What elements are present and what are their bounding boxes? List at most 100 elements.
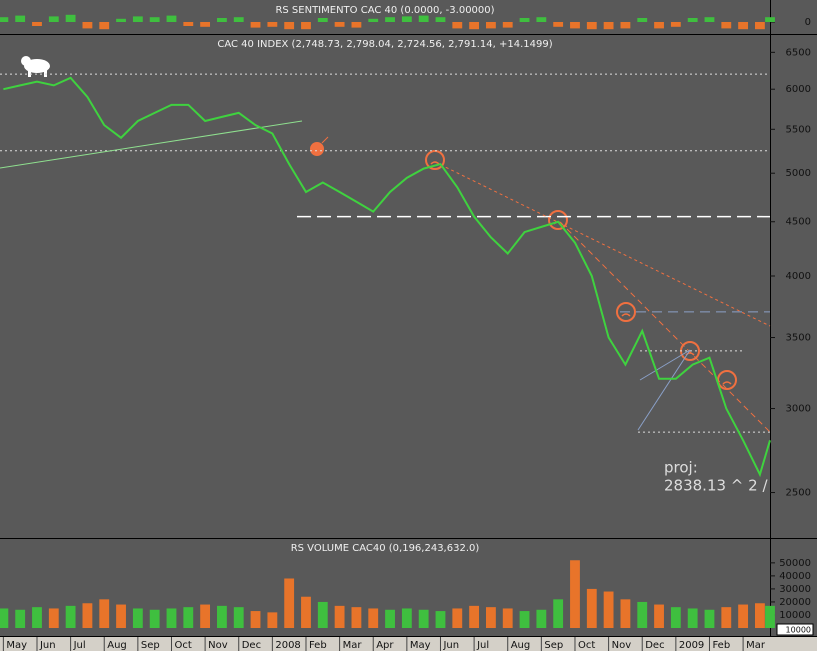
price-line xyxy=(3,76,771,478)
bar xyxy=(502,608,513,628)
bar xyxy=(670,22,681,27)
bar xyxy=(654,604,664,628)
y-tick-label: 20000 xyxy=(779,597,811,608)
bar xyxy=(116,18,126,22)
bar xyxy=(469,605,480,628)
bar xyxy=(351,607,362,628)
bar xyxy=(570,22,580,29)
x-tick-label: 2008 xyxy=(275,640,300,651)
x-tick-label: Jun xyxy=(442,640,459,651)
bar xyxy=(368,18,379,22)
bar xyxy=(132,16,143,22)
x-tick-label: Mar xyxy=(343,640,363,651)
x-tick-label: Oct xyxy=(578,640,595,651)
y-tick-label: 6500 xyxy=(786,47,811,58)
bar xyxy=(48,608,59,628)
bar xyxy=(200,22,211,27)
x-tick-label: Feb xyxy=(712,640,730,651)
bar xyxy=(738,22,749,30)
x-tick-label: Dec xyxy=(645,640,664,651)
bar xyxy=(284,578,295,628)
bar xyxy=(435,611,446,628)
bar xyxy=(0,17,9,22)
bar xyxy=(65,605,76,628)
bar xyxy=(754,603,765,628)
y-tick-label: 40000 xyxy=(779,571,811,582)
y-tick-label: 4000 xyxy=(786,271,811,282)
bear-icon xyxy=(21,56,50,77)
bar xyxy=(15,609,26,628)
bar xyxy=(99,599,110,628)
bar xyxy=(217,18,227,22)
bomb-icon xyxy=(310,136,329,156)
bar xyxy=(620,22,631,29)
date-axis-band xyxy=(0,637,817,651)
sad-face xyxy=(548,210,568,230)
annotation: 2838.13 ^ 2 / xyxy=(664,477,768,495)
bar xyxy=(401,16,412,22)
bar xyxy=(704,17,715,22)
bar xyxy=(166,608,177,628)
x-tick-label: Aug xyxy=(107,640,127,651)
y-tick-label: 6000 xyxy=(786,84,811,95)
sad-face-mouth xyxy=(621,313,631,317)
sad-face xyxy=(616,302,636,322)
bar xyxy=(721,607,732,628)
bar xyxy=(452,608,463,628)
bar xyxy=(217,605,227,628)
bar xyxy=(418,15,429,22)
x-tick-label: Mar xyxy=(746,640,766,651)
bar xyxy=(233,17,244,22)
x-tick-label: Nov xyxy=(612,640,632,651)
x-tick-label: Nov xyxy=(208,640,228,651)
bar xyxy=(385,609,395,628)
bar xyxy=(284,22,295,30)
bar xyxy=(183,22,194,26)
bar xyxy=(687,18,698,22)
bar xyxy=(32,607,42,628)
x-tick-label: May xyxy=(6,640,27,651)
y-tick-label: 4500 xyxy=(786,217,811,228)
bar xyxy=(654,22,664,29)
x-tick-label: Sep xyxy=(544,640,563,651)
bar xyxy=(754,22,765,30)
bar xyxy=(99,22,110,30)
sentiment-title: RS SENTIMENTO CAC 40 (0.0000, -3.00000) xyxy=(275,5,494,16)
bar xyxy=(317,601,328,628)
bar xyxy=(765,605,775,628)
bar xyxy=(132,608,143,628)
bar xyxy=(570,560,580,628)
y-tick-label: 5500 xyxy=(786,124,811,135)
bar xyxy=(418,609,429,628)
bar xyxy=(721,22,732,29)
bar xyxy=(334,22,345,27)
bar xyxy=(637,18,648,22)
bar xyxy=(183,607,194,628)
bar xyxy=(765,17,775,22)
bar xyxy=(435,17,446,22)
bar xyxy=(200,604,211,628)
bar xyxy=(687,608,698,628)
bar xyxy=(486,22,496,29)
unit-box xyxy=(776,623,814,636)
bar xyxy=(553,599,564,628)
x-tick-label: Feb xyxy=(309,640,327,651)
bar xyxy=(351,22,362,28)
y-tick-label: 10000 xyxy=(779,610,811,621)
bar xyxy=(502,22,513,28)
bar xyxy=(603,591,614,628)
bar xyxy=(250,22,261,28)
x-tick-label: Dec xyxy=(242,640,261,651)
bar xyxy=(452,22,463,29)
bar xyxy=(15,15,26,22)
icons xyxy=(21,56,329,156)
x-tick-label: Oct xyxy=(174,640,191,651)
bar xyxy=(301,22,311,30)
bar xyxy=(82,603,93,628)
bar xyxy=(536,609,547,628)
trendline xyxy=(434,161,771,327)
bar xyxy=(116,604,126,628)
bar xyxy=(637,601,648,628)
